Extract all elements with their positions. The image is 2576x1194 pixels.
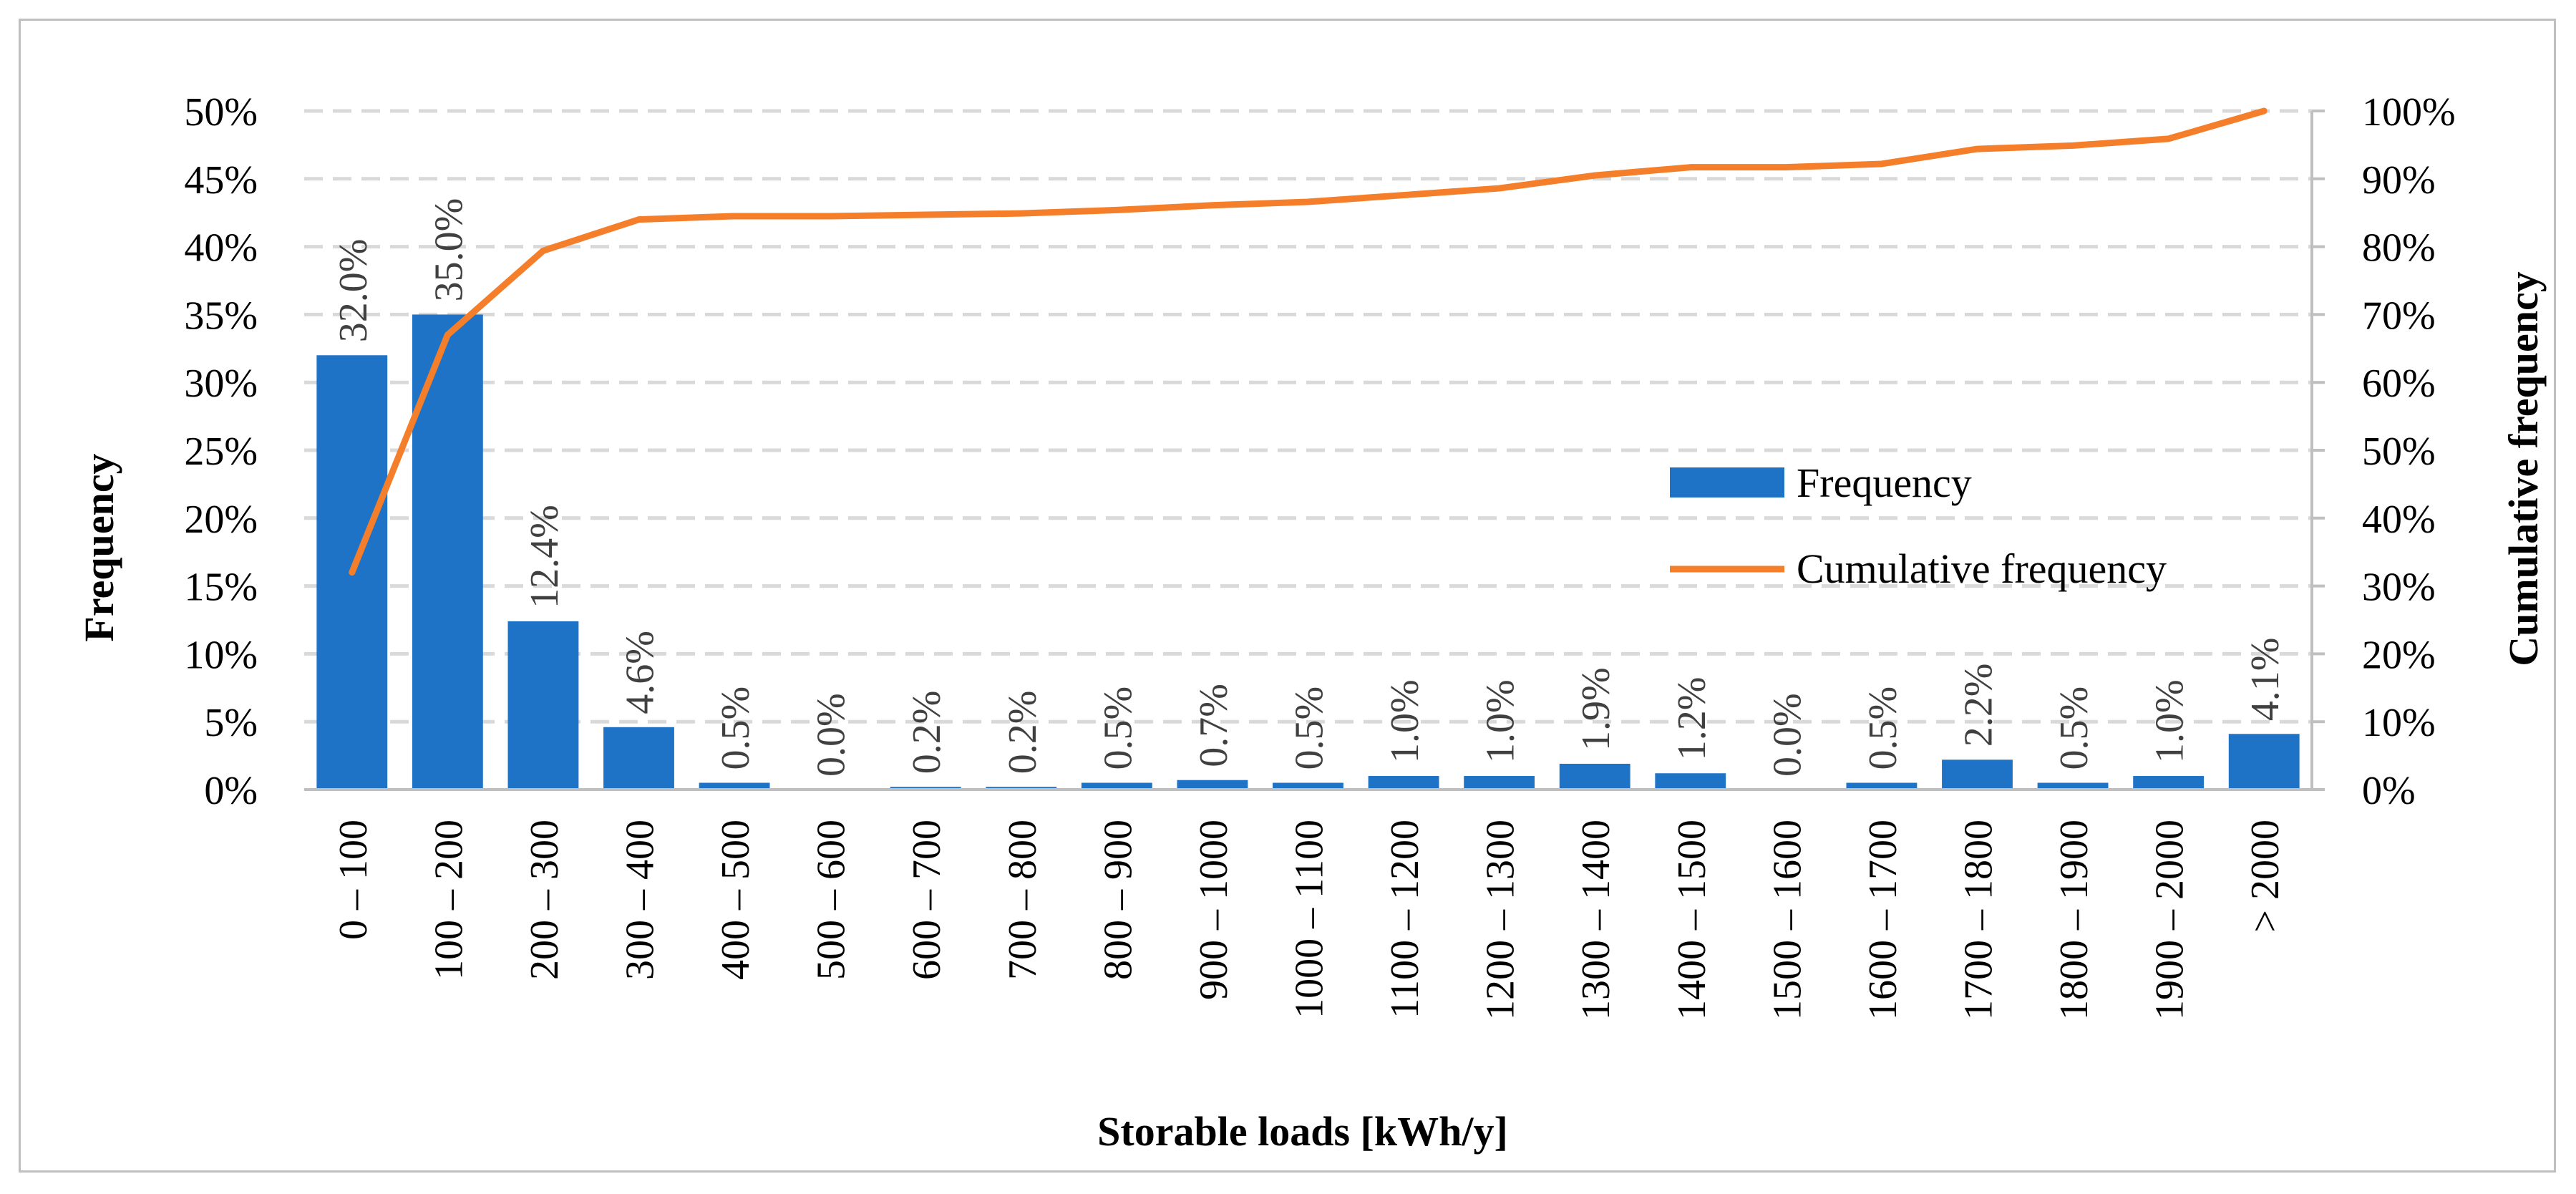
x-tick-label: 1200 – 1300 <box>1479 820 1523 1020</box>
bar <box>1655 773 1726 790</box>
y2-tick-label: 40% <box>2362 498 2436 542</box>
bar <box>1368 776 1439 790</box>
bar-data-label: 0.5% <box>1288 686 1332 770</box>
bar <box>2228 734 2300 790</box>
bar <box>412 314 483 790</box>
bar <box>1177 780 1248 790</box>
x-tick-label: 400 – 500 <box>714 820 758 980</box>
y2-axis-title: Cumulative frequency <box>2500 271 2547 666</box>
y2-tick-label: 60% <box>2362 361 2436 406</box>
x-tick-label: 1600 – 1700 <box>1861 820 1905 1020</box>
bar <box>1846 782 1918 790</box>
x-tick-label: 0 – 100 <box>331 820 376 940</box>
bar <box>1559 763 1630 790</box>
y2-tick-label: 0% <box>2362 769 2416 813</box>
x-tick-label: 1300 – 1400 <box>1574 820 1618 1020</box>
x-tick-label: 1400 – 1500 <box>1670 820 1714 1020</box>
y2-tick-label: 70% <box>2362 293 2436 338</box>
bar-data-label: 0.2% <box>905 691 949 775</box>
bar-data-label: 35.0% <box>427 198 471 302</box>
y2-tick-label: 10% <box>2362 701 2436 745</box>
bar-data-label: 32.0% <box>331 239 376 343</box>
bar-data-label: 0.0% <box>1765 693 1809 777</box>
bar-data-label: 0.2% <box>1001 691 1045 775</box>
bar-data-label: 0.7% <box>1192 684 1236 767</box>
y-tick-label: 25% <box>184 429 258 474</box>
bar <box>699 782 770 790</box>
bar <box>603 727 674 790</box>
x-tick-label: 300 – 400 <box>618 820 663 980</box>
bar-data-label: 0.5% <box>2052 686 2096 770</box>
cumulative-line-group <box>349 107 2268 576</box>
y-tick-label: 35% <box>184 293 258 338</box>
bar-data-label: 1.0% <box>1479 679 1523 763</box>
bar-data-label: 1.9% <box>1574 667 1618 751</box>
gridlines <box>304 109 2312 724</box>
bar-data-label: 12.4% <box>523 505 567 608</box>
legend-label-frequency: Frequency <box>1797 460 1972 506</box>
bar <box>1081 782 1152 790</box>
axes <box>304 110 2325 791</box>
bar-data-label: 0.5% <box>1096 686 1140 770</box>
bar-data-label: 0.5% <box>714 686 758 770</box>
bar <box>1942 759 2013 790</box>
y2-tick-label: 90% <box>2362 158 2436 203</box>
bar-data-label: 1.2% <box>1670 677 1714 761</box>
y-tick-label: 50% <box>184 90 258 135</box>
x-tick-label: 200 – 300 <box>523 820 567 980</box>
x-tick-label: 1800 – 1900 <box>2052 820 2096 1020</box>
bar <box>2133 776 2205 790</box>
bar <box>2037 782 2109 790</box>
x-tick-label: 100 – 200 <box>427 820 471 980</box>
x-tick-label: > 2000 <box>2243 820 2288 933</box>
y-tick-label: 10% <box>184 633 258 677</box>
bar-data-label: 2.2% <box>1957 664 2001 747</box>
legend-label-cumulative: Cumulative frequency <box>1797 545 2167 592</box>
bar-data-label: 4.6% <box>618 631 663 714</box>
y-axis-title: Frequency <box>76 453 122 641</box>
x-tick-label: 1100 – 1200 <box>1383 820 1427 1019</box>
bar-data-label: 4.1% <box>2243 638 2288 722</box>
y-tick-label: 20% <box>184 498 258 542</box>
bar-data-label: 1.0% <box>1383 679 1427 763</box>
y-tick-label: 30% <box>184 361 258 406</box>
x-tick-label: 1500 – 1600 <box>1765 820 1809 1020</box>
tick-labels: 0% 0% 5% 10% 10% 20% 15% 30% 20% 40% 25% 50% 30% 60% 3… <box>184 90 2455 1020</box>
y2-tick-label: 20% <box>2362 633 2436 677</box>
bar <box>1273 782 1343 790</box>
y-tick-label: 45% <box>184 158 258 203</box>
x-tick-label: 1700 – 1800 <box>1957 820 2001 1020</box>
x-tick-label: 700 – 800 <box>1001 820 1045 980</box>
bar-data-label: 0.0% <box>810 693 854 777</box>
x-tick-label: 900 – 1000 <box>1192 820 1236 1000</box>
x-tick-label: 800 – 900 <box>1096 820 1140 980</box>
x-tick-label: 1900 – 2000 <box>2148 820 2192 1020</box>
data-labels: 32.0% 35.0% 12.4% 4.6% 0.5% 0.0% 0.2% 0.2% 0.5% 0… <box>331 198 2288 777</box>
x-tick-label: 1000 – 1100 <box>1288 820 1332 1019</box>
bar-data-label: 0.5% <box>1861 686 1905 770</box>
y-tick-label: 0% <box>204 769 258 813</box>
y-tick-label: 5% <box>204 701 258 745</box>
legend: Frequency Cumulative frequency <box>1670 460 2167 592</box>
y2-tick-label: 80% <box>2362 226 2436 271</box>
y2-tick-label: 30% <box>2362 566 2436 610</box>
y2-tick-label: 100% <box>2362 90 2456 135</box>
x-tick-label: 500 – 600 <box>810 820 854 980</box>
y-tick-label: 40% <box>184 226 258 271</box>
y2-tick-label: 50% <box>2362 429 2436 474</box>
x-axis-title: Storable loads [kWh/y] <box>1097 1108 1508 1155</box>
y-tick-label: 15% <box>184 566 258 610</box>
x-tick-label: 600 – 700 <box>905 820 949 980</box>
bar-data-label: 1.0% <box>2148 679 2192 763</box>
bar <box>1464 776 1535 790</box>
bar <box>507 621 579 790</box>
legend-swatch-frequency <box>1670 467 1784 498</box>
